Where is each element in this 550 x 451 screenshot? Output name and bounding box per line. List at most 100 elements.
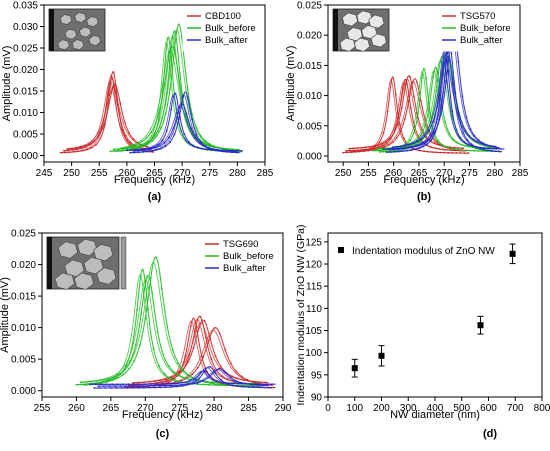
data-point: [132, 150, 135, 152]
x-tick-label: 260: [68, 403, 85, 414]
data-point: [251, 380, 254, 383]
y-tick-label: 0.015: [11, 292, 36, 303]
data-point: [150, 147, 153, 150]
data-point: [176, 69, 179, 71]
data-point: [421, 142, 423, 145]
data-point: [464, 129, 467, 132]
data-point: [240, 381, 243, 384]
data-point: [137, 386, 140, 389]
data-point: [132, 138, 135, 141]
x-tick-label: 265: [411, 168, 428, 179]
data-point: [103, 385, 105, 388]
data-point: [455, 128, 458, 131]
data-point: [433, 131, 436, 134]
data-point: [394, 93, 397, 96]
x-tick-label: 200: [373, 403, 390, 414]
data-point: [442, 148, 445, 151]
data-point: [145, 136, 148, 139]
data-point: [172, 46, 175, 48]
data-point: [411, 81, 414, 83]
data-point: [100, 382, 103, 384]
data-point: [165, 130, 168, 132]
data-point: [99, 137, 102, 140]
resonance-curve: [389, 30, 500, 150]
data-point: [132, 144, 135, 147]
x-tick-label: 285: [512, 168, 529, 179]
data-point: [88, 143, 91, 145]
x-tick-label: 280: [206, 403, 223, 414]
data-point: [218, 332, 221, 335]
data-point: [202, 383, 205, 386]
data-point: [246, 378, 249, 381]
x-tick-label: 255: [34, 403, 51, 414]
data-point: [177, 118, 180, 121]
data-point: [120, 122, 123, 125]
data-point: [251, 383, 254, 386]
data-point: [75, 383, 78, 386]
data-point: [158, 384, 160, 387]
data-point: [152, 347, 155, 350]
data-point: [220, 365, 222, 368]
data-point: [202, 379, 205, 382]
data-point: [451, 151, 454, 154]
data-point: [408, 139, 411, 142]
data-point: [445, 145, 448, 148]
data-point: [155, 149, 158, 151]
data-point: [407, 99, 410, 102]
data-point: [262, 384, 265, 387]
data-point: [420, 134, 422, 137]
data-point: [351, 151, 354, 153]
data-point: [130, 149, 133, 152]
data-point: [461, 149, 464, 151]
data-point: [133, 151, 136, 154]
data-point: [80, 147, 83, 150]
data-point: [389, 151, 392, 153]
data-point: [396, 148, 399, 151]
data-point: [163, 384, 166, 387]
data-point: [439, 151, 442, 154]
data-point: [182, 95, 185, 98]
data-point: [401, 150, 404, 153]
data-point: [114, 84, 117, 87]
data-point: [81, 383, 83, 386]
data-point: [112, 148, 115, 151]
x-tick-label: 400: [427, 403, 444, 414]
inset-grain: [58, 241, 78, 259]
data-point: [378, 151, 381, 153]
data-point: [172, 127, 175, 130]
data-point: [242, 385, 244, 388]
data-point: [75, 147, 77, 149]
data-point: [209, 365, 211, 368]
data-point: [509, 250, 516, 257]
inset-sem-image: [48, 8, 106, 52]
data-point: [142, 145, 145, 148]
data-point: [188, 374, 191, 377]
data-point: [202, 356, 205, 358]
data-point: [264, 386, 266, 389]
data-point: [372, 145, 375, 148]
data-point: [201, 147, 203, 150]
data-point: [269, 386, 272, 389]
data-point: [425, 77, 427, 80]
data-point: [480, 142, 483, 145]
data-point: [152, 384, 155, 387]
data-point: [203, 320, 206, 322]
data-point: [83, 144, 86, 147]
data-point: [119, 147, 122, 150]
data-point: [141, 268, 144, 271]
data-point: [160, 383, 163, 385]
inset-sem-image: [46, 236, 127, 290]
data-point: [191, 382, 194, 385]
x-tick-label: 265: [103, 403, 120, 414]
series-Bulk_after: [382, 25, 505, 154]
data-point: [204, 139, 207, 142]
panel-a: 245 250 255 260 265 270 275 280 285 0.000 0.005 0.0…: [1, 1, 274, 204]
data-point: [122, 383, 125, 386]
data-point: [126, 387, 129, 389]
data-point: [204, 381, 207, 384]
data-point: [120, 387, 123, 389]
data-point: [409, 144, 412, 147]
inset-scalebar: [47, 237, 52, 289]
data-point: [101, 127, 104, 130]
data-point: [222, 150, 224, 153]
